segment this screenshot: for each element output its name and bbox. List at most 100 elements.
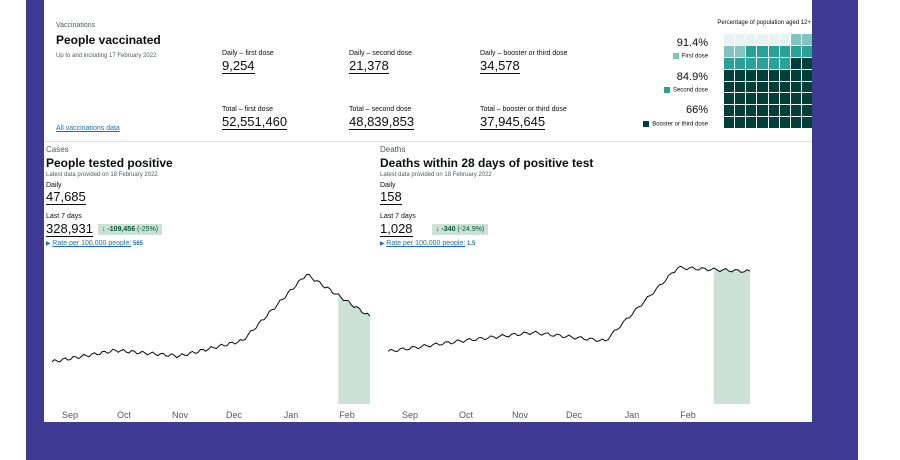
first-dose-label: First dose bbox=[681, 53, 708, 60]
waffle-cell bbox=[790, 93, 801, 105]
cases-chart: Sep Oct Nov Dec Jan Feb bbox=[51, 273, 371, 420]
waffle-cell bbox=[801, 69, 812, 81]
total-second-value: 48,839,853 bbox=[349, 114, 415, 130]
deaths-section-label: Deaths bbox=[380, 145, 406, 154]
section-divider bbox=[44, 141, 812, 142]
total-first-label: Total – first dose bbox=[222, 106, 273, 113]
waffle-cell bbox=[735, 81, 746, 93]
waffle-cell bbox=[801, 93, 812, 105]
deaths-change-badge: ↓ -340 (-24.9%) bbox=[432, 224, 489, 235]
waffle-cell bbox=[801, 105, 812, 117]
waffle-cell bbox=[757, 105, 768, 117]
deaths-daily-label: Daily bbox=[380, 182, 396, 189]
deaths-rate-text: Rate per 100,000 people: bbox=[386, 240, 466, 247]
waffle-cell bbox=[801, 45, 812, 57]
vaccinations-title: People vaccinated bbox=[56, 33, 161, 47]
total-second-dose: Total – second dose 48,839,853 bbox=[349, 106, 415, 131]
waffle-cell bbox=[757, 34, 768, 45]
waffle-cell bbox=[746, 105, 757, 117]
waffle-cell bbox=[790, 34, 801, 45]
waffle-cell bbox=[746, 117, 757, 128]
deaths-week-label: Last 7 days bbox=[380, 213, 416, 220]
month-tick-label: Dec bbox=[226, 410, 243, 420]
waffle-cell bbox=[757, 45, 768, 57]
cases-rate-row[interactable]: ▶ Rate per 100,000 people: 565 bbox=[46, 240, 143, 247]
triangle-right-icon: ▶ bbox=[380, 241, 385, 247]
deaths-subtitle: Latest data provided on 18 February 2022 bbox=[380, 172, 492, 178]
all-vaccinations-link[interactable]: All vaccinations data bbox=[56, 125, 120, 132]
month-tick-label: Jan bbox=[284, 410, 299, 420]
arrow-down-icon: ↓ bbox=[102, 226, 106, 233]
month-tick-label: Dec bbox=[566, 410, 583, 420]
waffle-cell bbox=[735, 45, 746, 57]
daily-first-label: Daily – first dose bbox=[222, 50, 274, 57]
waffle-cell bbox=[724, 69, 735, 81]
cases-change-value: -109,456 bbox=[107, 226, 136, 233]
cases-daily-label: Daily bbox=[46, 182, 62, 189]
dashboard-card: Vaccinations People vaccinated Up to and… bbox=[44, 0, 812, 422]
waffle-cell bbox=[746, 57, 757, 69]
waffle-cell bbox=[757, 117, 768, 128]
booster-dose-swatch bbox=[643, 121, 650, 127]
waffle-cell bbox=[757, 81, 768, 93]
arrow-down-icon: ↓ bbox=[436, 226, 440, 233]
waffle-cell bbox=[724, 45, 735, 57]
waffle-cell bbox=[768, 34, 779, 45]
cases-rate-value: 565 bbox=[132, 241, 143, 247]
waffle-cell bbox=[801, 57, 812, 69]
month-tick-label: Nov bbox=[172, 410, 189, 420]
waffle-cell bbox=[746, 81, 757, 93]
booster-dose-legend: Booster or third dose bbox=[618, 121, 708, 128]
cases-daily-value: 47,685 bbox=[46, 189, 86, 205]
waffle-cell bbox=[735, 34, 746, 45]
deaths-change-value: -340 bbox=[441, 226, 456, 233]
cases-subtitle: Latest data provided on 18 February 2022 bbox=[46, 172, 158, 178]
waffle-cell bbox=[735, 117, 746, 128]
recent-period-shading bbox=[713, 267, 750, 404]
second-dose-swatch bbox=[663, 87, 670, 93]
daily-first-value: 9,254 bbox=[222, 58, 255, 74]
deaths-rate-value: 1.5 bbox=[466, 241, 476, 247]
second-dose-label: Second dose bbox=[672, 87, 708, 94]
waffle-cell bbox=[757, 57, 768, 69]
waffle-cell bbox=[790, 117, 801, 128]
waffle-cell bbox=[724, 81, 735, 93]
waffle-cell bbox=[757, 93, 768, 105]
waffle-cell bbox=[768, 81, 779, 93]
waffle-cell bbox=[735, 93, 746, 105]
waffle-cell bbox=[790, 45, 801, 57]
triangle-right-icon: ▶ bbox=[46, 241, 51, 247]
first-dose-swatch bbox=[672, 53, 679, 59]
deaths-rate-row[interactable]: ▶ Rate per 100,000 people: 1.5 bbox=[380, 240, 475, 247]
second-dose-legend: Second dose bbox=[634, 87, 708, 94]
waffle-cell bbox=[724, 34, 735, 45]
cases-change-badge: ↓ -109,456 (-25%) bbox=[98, 224, 163, 235]
waffle-cell bbox=[779, 34, 790, 45]
cases-title: People tested positive bbox=[46, 156, 173, 170]
booster-dose-label: Booster or third dose bbox=[652, 121, 708, 128]
total-booster-value: 37,945,645 bbox=[480, 114, 546, 130]
waffle-title: Percentage of population aged 12+ bbox=[717, 20, 811, 26]
daily-second-dose: Daily – second dose 21,378 bbox=[349, 50, 412, 75]
first-dose-legend: First dose bbox=[644, 53, 708, 60]
daily-first-dose: Daily – first dose 9,254 bbox=[222, 50, 274, 75]
waffle-cell bbox=[779, 69, 790, 81]
month-tick-label: Oct bbox=[459, 410, 474, 420]
cases-week-value: 328,931 bbox=[46, 221, 93, 237]
waffle-cell bbox=[768, 69, 779, 81]
month-tick-label: Sep bbox=[402, 410, 418, 420]
month-tick-label: Nov bbox=[512, 410, 529, 420]
trend-line bbox=[387, 265, 751, 353]
trend-line bbox=[51, 273, 371, 363]
cases-section-label: Cases bbox=[46, 145, 69, 154]
right-margin bbox=[858, 0, 900, 460]
waffle-cell bbox=[768, 57, 779, 69]
waffle-cell bbox=[790, 105, 801, 117]
waffle-cell bbox=[801, 81, 812, 93]
month-tick-label: Jan bbox=[625, 410, 640, 420]
waffle-cell bbox=[801, 117, 812, 128]
recent-period-shading bbox=[338, 293, 370, 404]
month-tick-label: Feb bbox=[680, 410, 696, 420]
waffle-cell bbox=[746, 93, 757, 105]
waffle-cell bbox=[790, 81, 801, 93]
